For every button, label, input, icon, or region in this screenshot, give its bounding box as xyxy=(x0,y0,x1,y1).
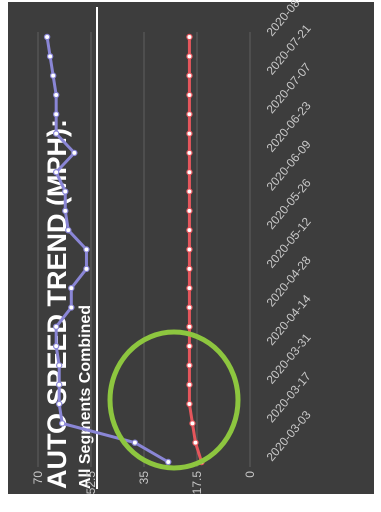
data-point xyxy=(83,246,90,253)
data-point xyxy=(52,169,60,176)
data-point xyxy=(192,439,199,446)
data-point xyxy=(52,130,60,137)
data-point xyxy=(186,111,193,118)
data-point xyxy=(186,226,193,234)
data-point xyxy=(186,188,193,195)
chart-subtitle: All Segments Combined xyxy=(77,305,94,489)
data-point xyxy=(83,265,90,273)
data-point xyxy=(52,111,60,118)
data-point xyxy=(56,400,63,408)
highlight-ellipse xyxy=(107,329,241,471)
data-point xyxy=(62,188,69,195)
data-point xyxy=(186,362,193,369)
data-point xyxy=(186,169,193,176)
data-point xyxy=(186,72,193,79)
y-tick-label: 52.5 xyxy=(84,471,98,495)
data-point xyxy=(52,323,60,330)
y-tick-label: 70 xyxy=(31,471,45,485)
data-point xyxy=(186,265,193,273)
y-tick-label: 0 xyxy=(243,471,257,478)
data-point xyxy=(56,362,63,369)
data-point xyxy=(52,91,60,99)
data-point xyxy=(189,420,196,427)
y-tick-label: 17.5 xyxy=(190,471,204,495)
data-point xyxy=(65,226,72,234)
data-point xyxy=(62,207,69,215)
data-point xyxy=(43,33,51,41)
data-point xyxy=(186,400,193,408)
data-point xyxy=(186,207,193,215)
chart-title: AUTO SPEED TREND (MPH): xyxy=(42,119,72,489)
data-point xyxy=(56,381,63,388)
data-point xyxy=(52,342,60,350)
data-point xyxy=(186,91,193,99)
y-tick-label: 35 xyxy=(137,471,151,485)
data-point xyxy=(186,323,193,330)
data-point xyxy=(186,130,193,137)
data-point xyxy=(186,342,193,350)
rotated-chart-group: AUTO SPEED TREND (MPH): All Segments Comb… xyxy=(31,0,314,494)
data-point xyxy=(186,304,193,311)
data-point xyxy=(59,420,66,427)
data-point xyxy=(46,53,54,60)
data-point xyxy=(186,33,193,41)
data-point xyxy=(49,72,57,79)
data-point xyxy=(186,53,193,60)
data-point xyxy=(186,246,193,253)
data-point xyxy=(186,149,193,157)
data-point xyxy=(186,284,193,292)
data-point xyxy=(71,149,78,157)
data-point xyxy=(68,284,75,292)
data-point xyxy=(68,304,75,311)
data-point xyxy=(165,458,172,466)
data-point xyxy=(186,381,193,388)
data-point xyxy=(131,439,139,446)
